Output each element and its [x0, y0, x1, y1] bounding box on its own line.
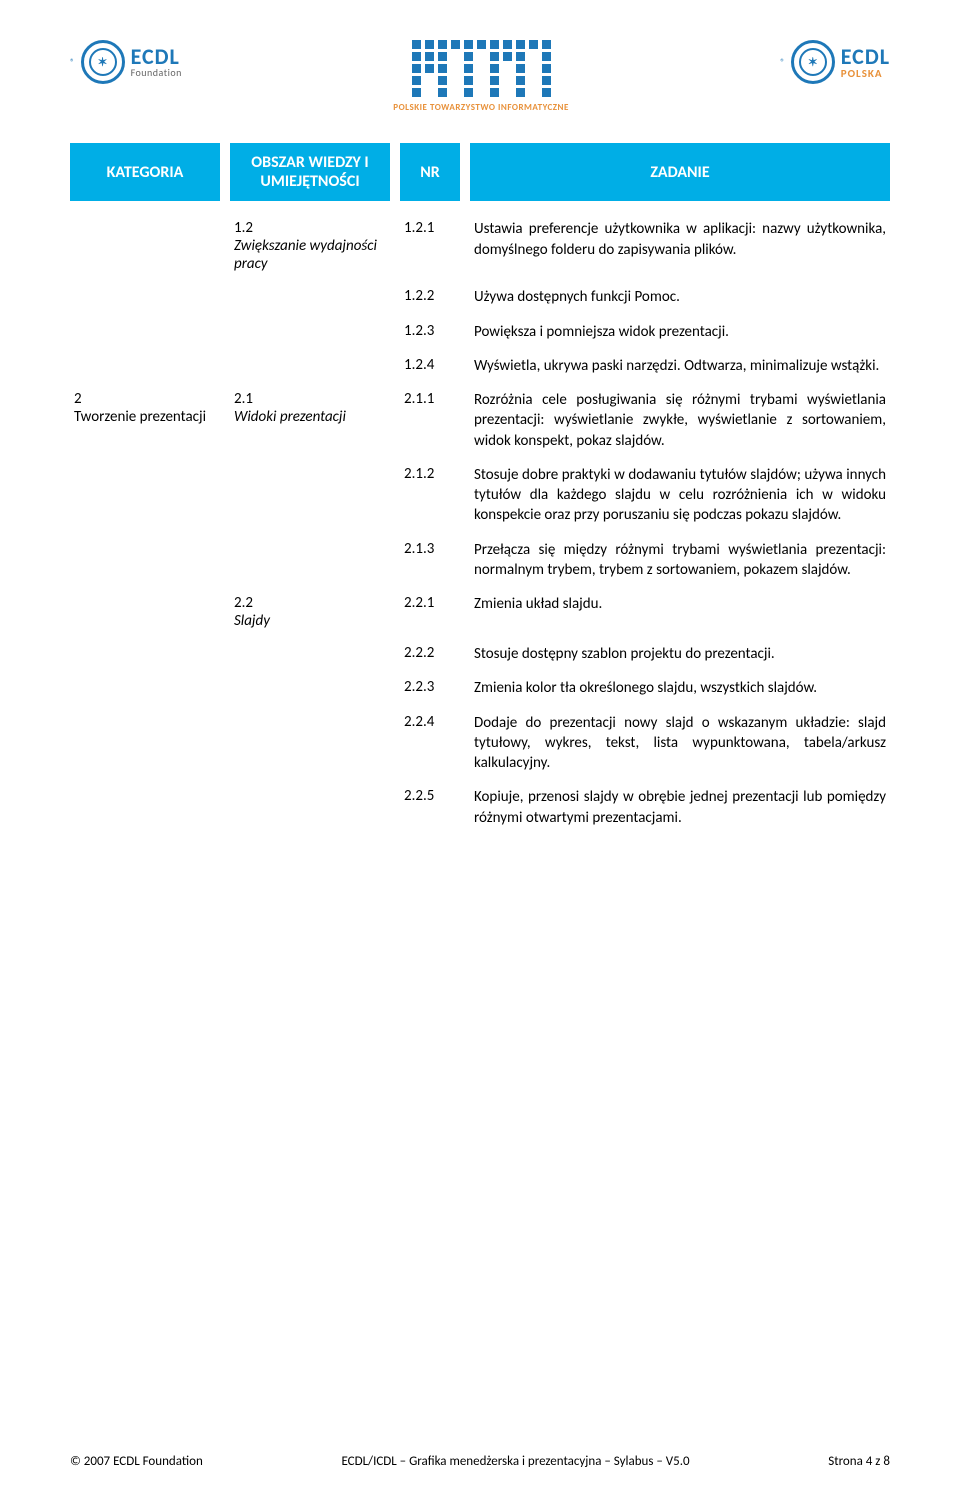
table-row: 2.2.5Kopiuje, przenosi slajdy w obrębie … — [70, 787, 890, 828]
cell-nr: 1.2.3 — [400, 322, 460, 342]
area-number: 2.1 — [234, 390, 386, 408]
ecdl-polska-subtext: POLSKA — [841, 68, 890, 79]
cell-task: Stosuje dobre praktyki w dodawaniu tytuł… — [470, 465, 890, 526]
cell-task: Używa dostępnych funkcji Pomoc. — [470, 287, 890, 307]
cell-category — [70, 540, 220, 581]
table-header-row: KATEGORIA OBSZAR WIEDZY I UMIEJĘTNOŚCI N… — [70, 143, 890, 201]
cell-task: Zmienia układ slajdu. — [470, 594, 890, 630]
cell-category — [70, 356, 220, 376]
cell-area — [230, 287, 390, 307]
table-row: 2.1.3Przełącza się między różnymi trybam… — [70, 540, 890, 581]
pti-caption: POLSKIE TOWARZYSTWO INFORMATYCZNE — [393, 102, 569, 113]
cell-area: 1.2Zwiększanie wydajności pracy — [230, 219, 390, 273]
page-footer: © 2007 ECDL Foundation ECDL/ICDL – Grafi… — [70, 1454, 890, 1469]
footer-copyright: © 2007 ECDL Foundation — [70, 1454, 203, 1469]
cell-task: Dodaje do prezentacji nowy slajd o wskaz… — [470, 713, 890, 774]
ecdl-ring-icon: ✶ — [81, 40, 125, 84]
cell-category — [70, 322, 220, 342]
cell-category — [70, 219, 220, 273]
page: ® ✶ ECDL Foundation POLSKIE TOWARZ — [0, 0, 960, 1491]
table-row: 2.1.2Stosuje dobre praktyki w dodawaniu … — [70, 465, 890, 526]
cell-category — [70, 678, 220, 698]
ecdl-polska-logo: ® ✶ ECDL POLSKA — [780, 40, 890, 84]
cell-area — [230, 465, 390, 526]
cell-nr: 2.2.2 — [400, 644, 460, 664]
area-number: 1.2 — [234, 219, 386, 237]
cell-nr: 2.2.5 — [400, 787, 460, 828]
cell-category — [70, 465, 220, 526]
cell-area — [230, 322, 390, 342]
cell-category — [70, 713, 220, 774]
cell-area — [230, 540, 390, 581]
cell-nr: 2.2.4 — [400, 713, 460, 774]
footer-title: ECDL/ICDL – Grafika menedżerska i prezen… — [341, 1454, 689, 1469]
ecdl-foundation-logo: ® ✶ ECDL Foundation — [70, 40, 182, 84]
table-row: 1.2Zwiększanie wydajności pracy1.2.1Usta… — [70, 219, 890, 273]
pti-grid-icon — [412, 40, 551, 97]
table-row: 2.2.3 Zmienia kolor tła określonego slajd… — [70, 678, 890, 698]
cell-task: Stosuje dostępny szablon projektu do pre… — [470, 644, 890, 664]
header-area: OBSZAR WIEDZY I UMIEJĘTNOŚCI — [230, 143, 390, 201]
cell-nr: 1.2.4 — [400, 356, 460, 376]
cell-nr: 2.2.3 — [400, 678, 460, 698]
cell-nr: 2.2.1 — [400, 594, 460, 630]
cell-task: Wyświetla, ukrywa paski narzędzi. Odtwar… — [470, 356, 890, 376]
cell-area — [230, 356, 390, 376]
table-row: 2Tworzenie prezentacji2.1Widoki prezenta… — [70, 390, 890, 451]
area-label: Zwiększanie wydajności pracy — [234, 237, 377, 273]
header-nr: NR — [400, 143, 460, 201]
cell-category: 2Tworzenie prezentacji — [70, 390, 220, 451]
table-body: 1.2Zwiększanie wydajności pracy1.2.1Usta… — [70, 219, 890, 842]
cell-category — [70, 594, 220, 630]
table-row: 2.2Slajdy 2.2.1 Zmienia układ slajdu. — [70, 594, 890, 630]
cell-area — [230, 713, 390, 774]
table-row: 1.2.3 Powiększa i pomniejsza widok prezen… — [70, 322, 890, 342]
area-label: Widoki prezentacji — [234, 408, 346, 426]
ecdl-foundation-subtext: Foundation — [131, 68, 182, 78]
cell-nr: 2.1.2 — [400, 465, 460, 526]
cell-area: 2.2Slajdy — [230, 594, 390, 630]
cell-task: Ustawia preferencje użytkownika w aplika… — [470, 219, 890, 273]
table-row: 1.2.4 Wyświetla, ukrywa paski narzędzi. O… — [70, 356, 890, 376]
cell-nr: 2.1.1 — [400, 390, 460, 451]
table-row: 1.2.2 Używa dostępnych funkcji Pomoc. — [70, 287, 890, 307]
area-number: 2.2 — [234, 594, 386, 612]
cell-area: 2.1Widoki prezentacji — [230, 390, 390, 451]
table-row: 2.2.2 Stosuje dostępny szablon projektu d… — [70, 644, 890, 664]
pti-logo: POLSKIE TOWARZYSTWO INFORMATYCZNE — [393, 40, 569, 113]
category-number: 2 — [74, 390, 216, 408]
cell-nr: 2.1.3 — [400, 540, 460, 581]
table-row: 2.2.4Dodaje do prezentacji nowy slajd o … — [70, 713, 890, 774]
cell-task: Powiększa i pomniejsza widok prezentacji… — [470, 322, 890, 342]
cell-category — [70, 644, 220, 664]
ecdl-text: ECDL — [841, 46, 890, 68]
ecdl-text: ECDL — [131, 46, 182, 68]
cell-category — [70, 287, 220, 307]
footer-page: Strona 4 z 8 — [828, 1454, 890, 1469]
cell-task: Przełącza się między różnymi trybami wyś… — [470, 540, 890, 581]
category-label: Tworzenie prezentacji — [74, 408, 206, 426]
cell-area — [230, 678, 390, 698]
registered-mark: ® — [780, 57, 785, 68]
cell-category — [70, 787, 220, 828]
registered-mark: ® — [70, 57, 75, 68]
cell-task: Zmienia kolor tła określonego slajdu, ws… — [470, 678, 890, 698]
header-task: ZADANIE — [470, 143, 890, 201]
cell-task: Kopiuje, przenosi slajdy w obrębie jedne… — [470, 787, 890, 828]
cell-area — [230, 787, 390, 828]
header-category: KATEGORIA — [70, 143, 220, 201]
ecdl-ring-icon: ✶ — [791, 40, 835, 84]
cell-area — [230, 644, 390, 664]
cell-nr: 1.2.2 — [400, 287, 460, 307]
area-label: Slajdy — [234, 612, 270, 630]
cell-nr: 1.2.1 — [400, 219, 460, 273]
cell-task: Rozróżnia cele posługiwania się różnymi … — [470, 390, 890, 451]
header-logos: ® ✶ ECDL Foundation POLSKIE TOWARZ — [70, 40, 890, 113]
